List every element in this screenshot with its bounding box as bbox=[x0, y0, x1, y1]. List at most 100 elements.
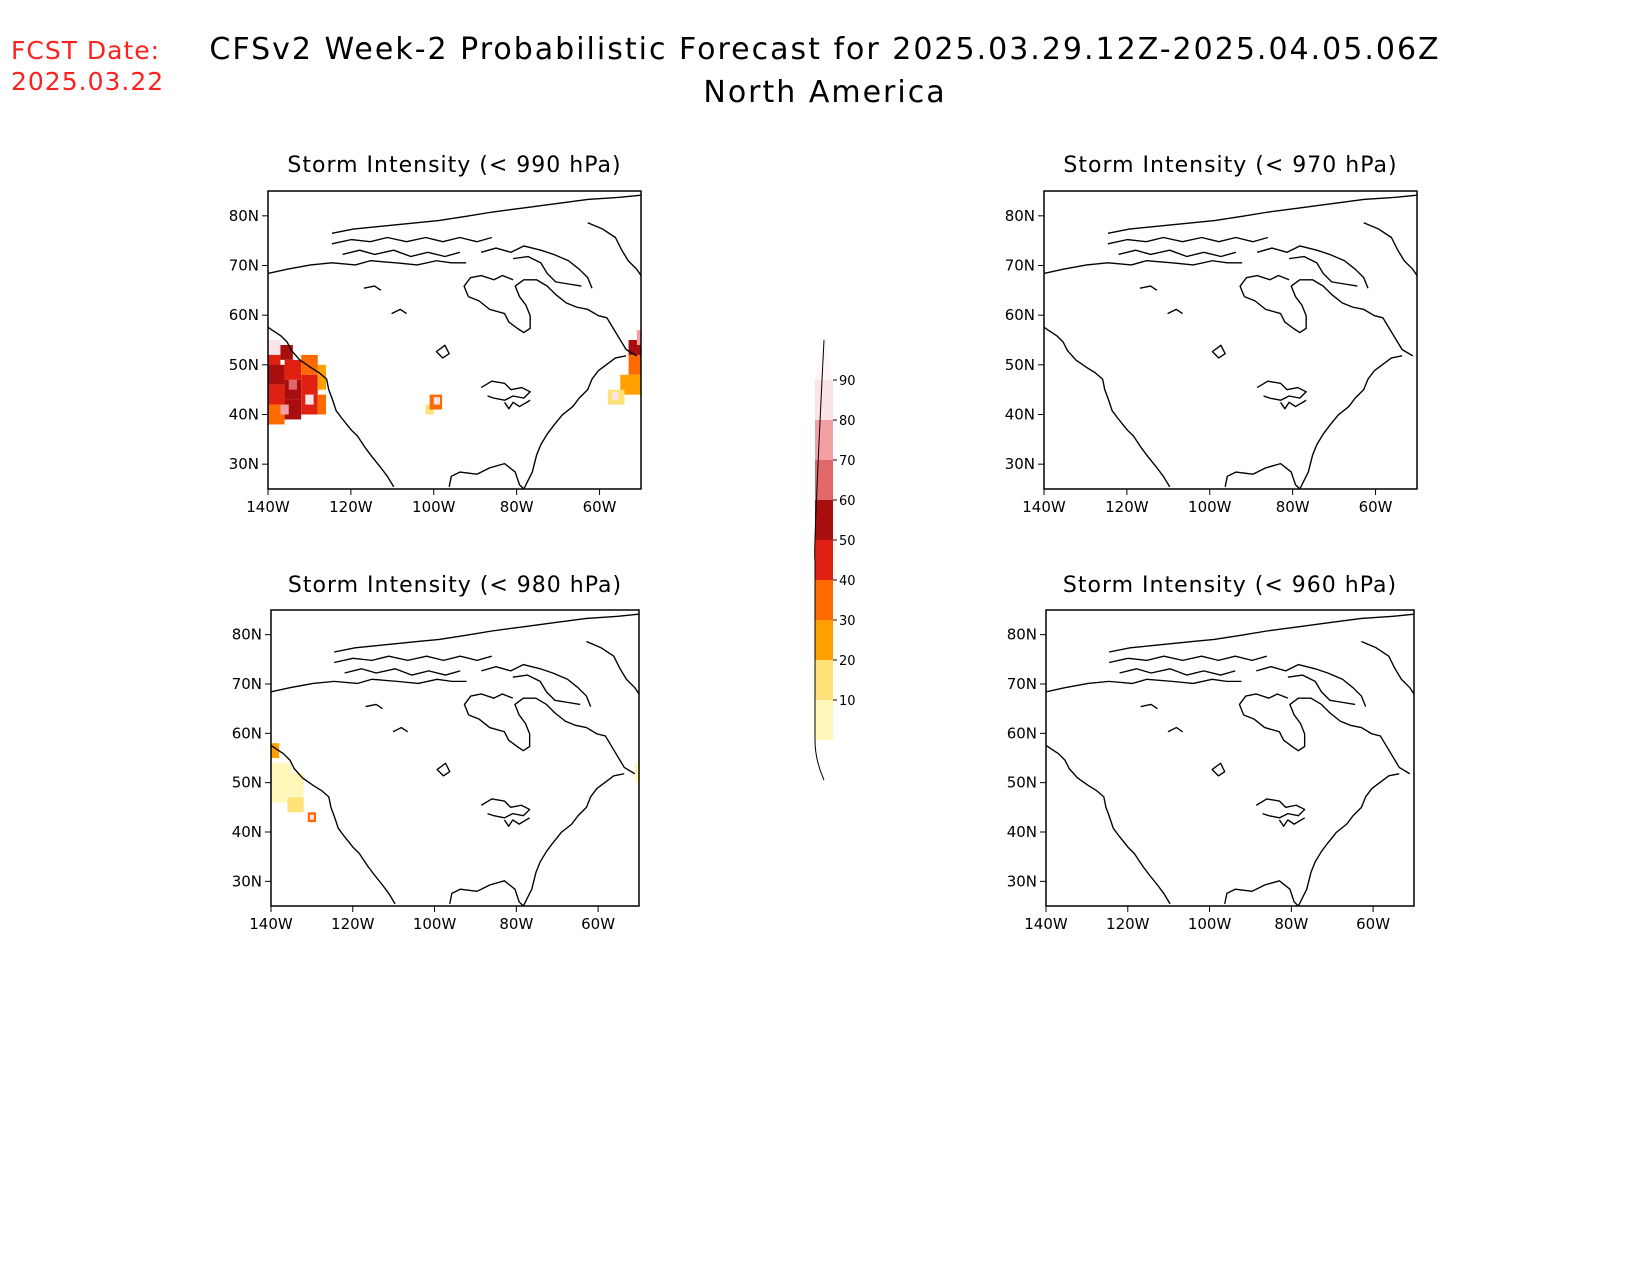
probability-cell bbox=[288, 379, 298, 390]
colorbar-bottom-cap bbox=[815, 740, 833, 780]
lon-tick-label: 140W bbox=[1022, 498, 1066, 516]
probability-cell bbox=[636, 330, 641, 345]
map-panel-960: Storm Intensity (< 960 hPa) 80N 70N 60N 50N 4… bbox=[1007, 573, 1415, 933]
coastline bbox=[268, 194, 641, 489]
colorbar-level-label: 90 bbox=[839, 374, 856, 389]
panel-title: Storm Intensity (< 990 hPa) bbox=[287, 153, 621, 178]
lon-tick-label: 100W bbox=[412, 498, 456, 516]
colorbar-level-label: 40 bbox=[839, 574, 856, 589]
colorbar-top-cap bbox=[815, 340, 833, 380]
map-frame bbox=[270, 609, 640, 907]
panel-title: Storm Intensity (< 960 hPa) bbox=[1063, 573, 1397, 598]
probability-cell bbox=[284, 399, 302, 420]
probability-cell bbox=[284, 359, 302, 380]
probability-cell bbox=[317, 394, 327, 415]
colorbar-segment bbox=[815, 540, 833, 580]
lat-tick-label: 60N bbox=[1007, 724, 1037, 742]
probability-cell bbox=[268, 364, 285, 385]
lon-tick-label: 80W bbox=[499, 915, 533, 933]
lat-tick-label: 70N bbox=[229, 257, 259, 275]
lon-tick-label: 80W bbox=[1276, 498, 1310, 516]
lon-tick-label: 120W bbox=[1105, 498, 1149, 516]
lon-tick-label: 80W bbox=[500, 498, 534, 516]
fcst-date-value: 2025.03.22 bbox=[11, 67, 164, 96]
lat-tick-label: 30N bbox=[232, 872, 262, 890]
lat-tick-label: 60N bbox=[232, 724, 262, 742]
colorbar: 90 80 70 60 50 40 30 20 10 bbox=[814, 339, 856, 781]
probability-cell bbox=[271, 743, 280, 758]
lon-tick-label: 120W bbox=[331, 915, 375, 933]
panel-title: Storm Intensity (< 970 hPa) bbox=[1063, 153, 1397, 178]
main-title: CFSv2 Week-2 Probabilistic Forecast for … bbox=[209, 32, 1440, 67]
probability-cell bbox=[628, 354, 641, 375]
lon-tick-label: 80W bbox=[1274, 915, 1308, 933]
map-panel-980: Storm Intensity (< 980 hPa) 80N 70N 60N 50N 4… bbox=[232, 573, 640, 933]
colorbar-level-label: 30 bbox=[839, 614, 856, 629]
map-panel-990: Storm Intensity (< 990 hPa) 80N 70N 60N 50N 4… bbox=[229, 153, 642, 516]
lon-tick-label: 140W bbox=[246, 498, 290, 516]
lat-tick-label: 80N bbox=[232, 626, 262, 644]
lat-tick-label: 50N bbox=[1007, 774, 1037, 792]
probability-cell bbox=[309, 814, 314, 820]
probability-cell bbox=[280, 344, 293, 360]
probability-cell bbox=[305, 394, 314, 405]
coastline bbox=[1046, 613, 1414, 906]
colorbar-segment bbox=[815, 580, 833, 620]
lat-tick-label: 50N bbox=[232, 774, 262, 792]
map-panel-970: Storm Intensity (< 970 hPa) 80N 70N 60N 50N 4… bbox=[1005, 153, 1418, 516]
colorbar-level-label: 50 bbox=[839, 534, 856, 549]
lat-tick-label: 40N bbox=[232, 823, 262, 841]
probability-cell bbox=[291, 772, 304, 798]
lat-tick-label: 80N bbox=[1005, 207, 1035, 225]
lon-tick-label: 120W bbox=[329, 498, 373, 516]
colorbar-segment bbox=[815, 420, 833, 460]
lat-tick-label: 80N bbox=[1007, 626, 1037, 644]
coastline bbox=[271, 613, 639, 906]
probability-cell bbox=[280, 404, 289, 415]
lat-tick-label: 30N bbox=[229, 455, 259, 473]
lon-tick-label: 60W bbox=[581, 915, 615, 933]
lon-tick-label: 100W bbox=[1188, 498, 1232, 516]
lon-tick-label: 60W bbox=[583, 498, 617, 516]
fcst-date-label: FCST Date: bbox=[11, 36, 160, 65]
lon-tick-label: 120W bbox=[1106, 915, 1150, 933]
lat-tick-label: 70N bbox=[1005, 257, 1035, 275]
probability-cell bbox=[287, 797, 304, 813]
lat-tick-label: 30N bbox=[1007, 872, 1037, 890]
lat-tick-label: 40N bbox=[229, 406, 259, 424]
lon-tick-label: 140W bbox=[249, 915, 293, 933]
probability-cell bbox=[271, 762, 292, 803]
colorbar-segment bbox=[815, 620, 833, 660]
probability-cell bbox=[634, 762, 639, 783]
colorbar-level-label: 60 bbox=[839, 494, 856, 509]
probability-cell bbox=[301, 354, 318, 375]
lat-tick-label: 80N bbox=[229, 207, 259, 225]
probability-cell bbox=[317, 364, 327, 390]
probability-cell bbox=[611, 392, 619, 400]
colorbar-segment bbox=[815, 500, 833, 540]
lat-tick-label: 30N bbox=[1005, 455, 1035, 473]
panel-title: Storm Intensity (< 980 hPa) bbox=[288, 573, 622, 598]
map-frame bbox=[267, 190, 642, 490]
lat-tick-label: 60N bbox=[229, 306, 259, 324]
probability-cell bbox=[620, 374, 641, 395]
lon-tick-label: 60W bbox=[1356, 915, 1390, 933]
colorbar-segment bbox=[815, 660, 833, 700]
colorbar-level-label: 80 bbox=[839, 414, 856, 429]
lat-tick-label: 50N bbox=[1005, 356, 1035, 374]
colorbar-segment bbox=[815, 460, 833, 500]
coastline bbox=[1044, 194, 1417, 489]
lon-tick-label: 100W bbox=[1188, 915, 1232, 933]
lon-tick-label: 140W bbox=[1024, 915, 1068, 933]
colorbar-segment bbox=[815, 700, 833, 740]
colorbar-segment bbox=[815, 380, 833, 420]
probability-cell bbox=[268, 340, 281, 355]
lat-tick-label: 50N bbox=[229, 356, 259, 374]
lat-tick-label: 40N bbox=[1005, 406, 1035, 424]
map-panels: Storm Intensity (< 990 hPa) 80N 70N 60N 50N 4… bbox=[229, 153, 1418, 933]
lon-tick-label: 60W bbox=[1359, 498, 1393, 516]
probability-cell bbox=[268, 384, 285, 405]
map-frame bbox=[1045, 609, 1415, 907]
main-subtitle: North America bbox=[703, 75, 946, 110]
lat-tick-label: 40N bbox=[1007, 823, 1037, 841]
